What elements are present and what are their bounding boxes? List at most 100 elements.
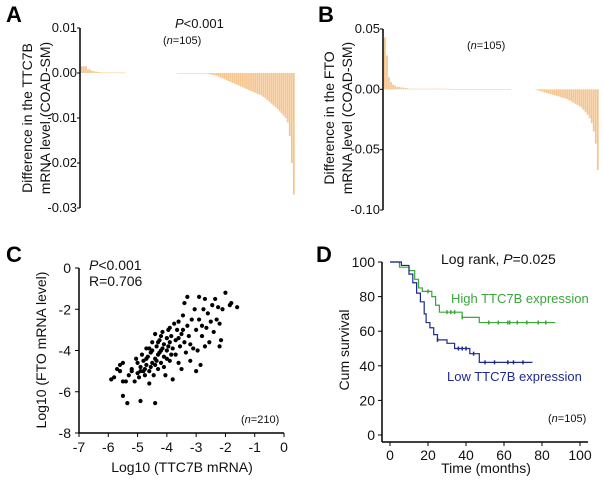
scatter-point	[129, 366, 134, 372]
panel-a-plot: 0.01 0.00 -0.01 -0.02 -0.03	[47, 20, 295, 215]
bar	[290, 73, 293, 163]
panel-d: D 100 80 60 40 20 00 20 40 60 80 100 Log rank, P=0…	[316, 242, 592, 476]
bar	[97, 72, 100, 73]
y-tick-label: -2	[59, 301, 72, 317]
bar	[500, 89, 503, 90]
scatter-point	[161, 354, 167, 359]
panel-b-ylabel-line1: Difference in the FTO	[321, 51, 337, 184]
bar	[447, 88, 450, 90]
scatter-point	[202, 296, 208, 302]
y-tick-label: -0.01	[47, 110, 77, 125]
scatter-point	[216, 305, 221, 310]
scatter-point	[169, 333, 174, 339]
scatter-point	[167, 358, 172, 363]
bar	[203, 73, 206, 74]
scatter-point	[198, 362, 203, 368]
bar	[195, 73, 197, 74]
y-tick-label: 0.00	[355, 81, 380, 96]
bar	[572, 89, 575, 103]
bar	[556, 89, 558, 96]
bar	[482, 89, 485, 90]
bar	[492, 89, 495, 90]
panel-b: B 0.05 0.00 -0.05 -0.10 (n=105) Difference …	[318, 2, 599, 217]
scatter-point	[161, 364, 167, 370]
bar	[470, 89, 472, 90]
scatter-point	[208, 319, 213, 324]
bar	[229, 73, 232, 82]
scatter-point	[182, 340, 187, 345]
bar	[396, 86, 399, 90]
bar	[266, 73, 269, 100]
scatter-point	[150, 360, 155, 365]
scatter-point	[192, 307, 197, 312]
scatter-point	[218, 338, 224, 343]
panel-label-b: B	[318, 2, 334, 27]
bar	[280, 73, 283, 114]
bar	[264, 73, 267, 99]
x-tick-label: -5	[131, 439, 144, 455]
scatter-point	[148, 364, 153, 370]
scatter-point	[175, 327, 180, 332]
scatter-point	[158, 360, 164, 365]
bar	[276, 73, 279, 109]
scatter-point	[189, 317, 194, 322]
bar	[282, 73, 285, 116]
scatter-point	[199, 333, 205, 339]
x-tick-label: 60	[496, 447, 512, 463]
scatter-point	[214, 317, 219, 322]
survival-curve	[390, 261, 533, 363]
bar	[286, 73, 289, 123]
bar	[476, 89, 478, 90]
y-tick-label: -8	[59, 425, 72, 441]
scatter-point	[177, 344, 183, 349]
bar	[388, 77, 390, 90]
bar	[433, 88, 435, 90]
bar	[574, 89, 577, 104]
bar	[227, 73, 230, 82]
bar	[180, 73, 183, 74]
scatter-point	[158, 333, 164, 339]
legend-high-expression: High TTC7B expression	[451, 291, 589, 306]
bar	[193, 73, 195, 74]
bar	[410, 88, 413, 90]
scatter-point	[142, 366, 147, 372]
scatter-point	[167, 325, 172, 330]
scatter-point	[179, 331, 184, 337]
bar	[420, 88, 423, 90]
bar	[496, 89, 499, 90]
bar	[278, 73, 281, 112]
bar	[123, 72, 126, 74]
bar	[217, 73, 220, 77]
bar	[418, 88, 421, 90]
bar	[199, 73, 201, 74]
panel-c-r-value: R=0.706	[89, 273, 143, 289]
y-tick-label: -0.03	[47, 200, 77, 215]
scatter-point	[196, 294, 202, 299]
scatter-point	[141, 358, 146, 363]
bar	[398, 86, 401, 90]
bar	[437, 88, 439, 90]
panel-c-n: (n=210)	[241, 414, 279, 426]
bar	[402, 87, 405, 90]
bar	[274, 73, 277, 108]
panel-c-plot: 0 -2 -4 -6 -8-7 -6 -5 -4 -3 -2 -1 0	[59, 260, 289, 455]
bar	[463, 89, 466, 90]
y-tick-label: -6	[59, 384, 72, 400]
bar	[95, 71, 97, 73]
bar	[117, 72, 120, 74]
bar	[545, 89, 548, 93]
bar	[223, 73, 226, 80]
bar	[562, 89, 564, 98]
bar	[390, 82, 392, 90]
bar	[564, 89, 566, 99]
bar	[416, 88, 419, 90]
panel-a-ylabel-line1: Difference in the TTC7B	[19, 43, 35, 193]
scatter-point	[169, 352, 174, 357]
bar	[490, 89, 493, 90]
bar	[256, 73, 259, 94]
scatter-point	[176, 336, 181, 341]
bar	[543, 89, 546, 93]
panel-a-n: (n=105)	[163, 35, 201, 47]
bar	[242, 73, 244, 88]
scatter-point	[150, 340, 155, 345]
